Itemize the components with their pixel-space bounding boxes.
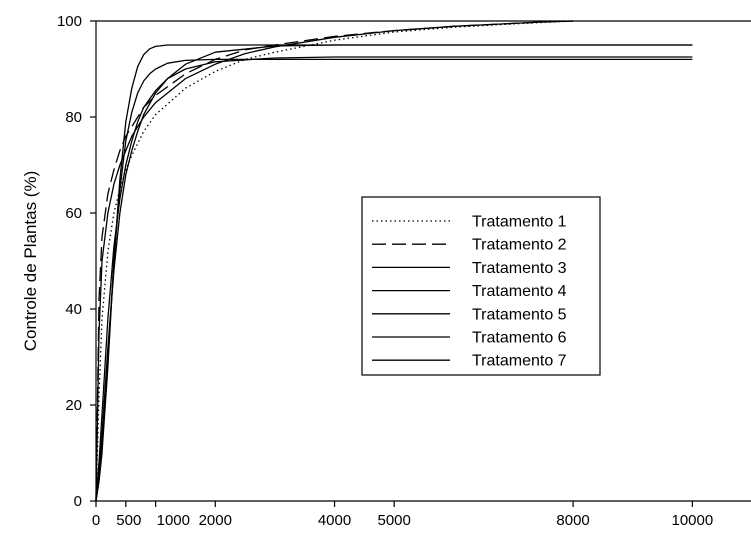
x-tick-label: 8000 xyxy=(556,512,589,529)
legend-label-3: Tratamento 3 xyxy=(472,260,567,277)
legend-label-4: Tratamento 4 xyxy=(472,283,567,300)
x-tick-label: 5000 xyxy=(377,512,410,529)
x-tick-label: 0 xyxy=(92,512,100,529)
x-tick-label: 500 xyxy=(116,512,141,529)
y-tick-label: 80 xyxy=(65,109,82,126)
y-tick-label: 60 xyxy=(65,205,82,222)
y-tick-label: 100 xyxy=(57,13,82,30)
y-axis-title: Controle de Plantas (%) xyxy=(21,171,40,351)
legend-label-6: Tratamento 6 xyxy=(472,330,567,347)
series-layer xyxy=(95,20,693,502)
x-tick-label: 4000 xyxy=(318,512,351,529)
plot-frame xyxy=(95,20,751,502)
legend-label-1: Tratamento 1 xyxy=(472,214,567,231)
legend-label-2: Tratamento 2 xyxy=(472,237,567,254)
y-tick-label: 40 xyxy=(65,301,82,318)
series-line-7 xyxy=(95,44,693,502)
series-line-3 xyxy=(95,20,574,502)
legend-label-5: Tratamento 5 xyxy=(472,306,567,323)
y-tick-label: 20 xyxy=(65,397,82,414)
legend: Tratamento 1 Tratamento 2 Tratamento 3 Trat… xyxy=(361,196,601,376)
x-axis: 0 500 1000 2000 4000 5000 8000 10000 xyxy=(92,501,713,529)
x-tick-label: 2000 xyxy=(199,512,232,529)
legend-box xyxy=(361,196,601,376)
series-line-4 xyxy=(95,56,693,502)
y-axis: 0 20 40 60 80 100 xyxy=(57,13,96,510)
y-tick-label: 0 xyxy=(74,493,82,510)
legend-label-7: Tratamento 7 xyxy=(472,353,567,370)
x-tick-label: 10000 xyxy=(672,512,714,529)
x-tick-label: 1000 xyxy=(157,512,190,529)
